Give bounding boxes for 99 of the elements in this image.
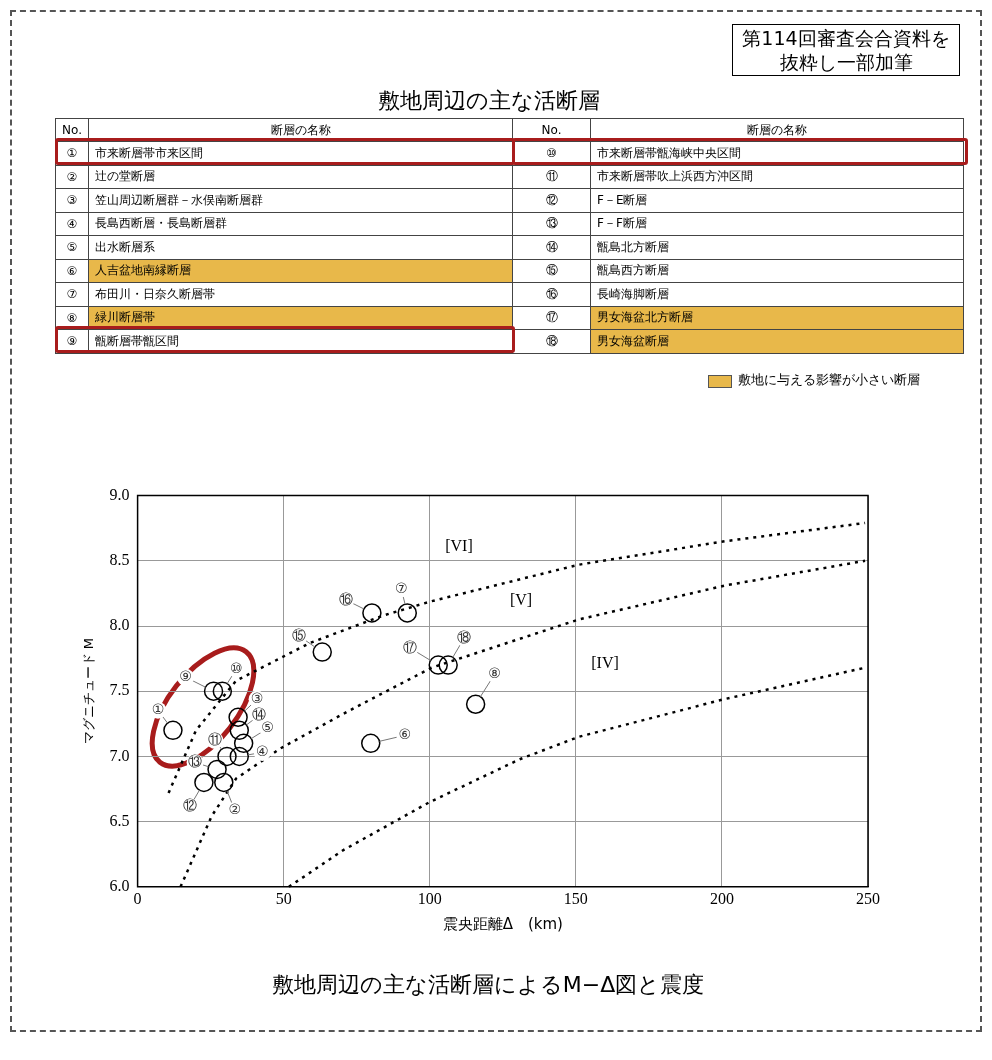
category-label: 笠山周辺断層群－水俣南断層群 [88, 188, 513, 212]
text: ⑦ [66, 287, 78, 302]
text: ② [66, 169, 78, 184]
point [203, 681, 224, 701]
text: ⑱ [545, 333, 558, 348]
point [397, 603, 418, 623]
point [312, 642, 332, 662]
text: ① [66, 146, 78, 161]
point [360, 733, 381, 754]
x-tick-label: 250 [856, 889, 880, 907]
x-tick-label: 200 [709, 889, 734, 907]
text: ⑩ [546, 146, 557, 161]
x-tick-label: 0 [133, 889, 142, 907]
data-label: ⑧ [488, 664, 501, 681]
data-label: ⑰ [403, 638, 418, 655]
text: 断層の名称 [88, 118, 513, 142]
point [212, 681, 233, 701]
y-axis-title: マグニチュード M [81, 638, 97, 745]
data-label: ① [151, 700, 165, 717]
data-label: ④ [255, 743, 269, 760]
category-label: 甑断層帯甑区間 [88, 329, 513, 353]
text: ⑰ [545, 310, 558, 325]
text: ⑬ [545, 216, 558, 231]
y-tick-label: 8.0 [109, 616, 130, 634]
category-label: 市来断層帯吹上浜西方沖区間 [590, 165, 964, 189]
text: ⑪ [545, 169, 558, 184]
text: ⑮ [545, 263, 558, 278]
x-tick-label: 100 [417, 889, 442, 907]
text: ⑥ [66, 263, 78, 278]
data-label: ⑩ [230, 659, 243, 676]
data-label: ⑭ [252, 705, 267, 722]
point [207, 759, 227, 780]
y-tick-label: 6.0 [109, 877, 130, 894]
point [217, 746, 237, 767]
text: 断層の名称 [747, 122, 807, 137]
data-label: ② [228, 801, 242, 818]
category-label: 出水断層系 [88, 235, 513, 259]
text: 敷地に与える影響が小さい断層 [738, 371, 920, 389]
point [428, 655, 448, 675]
category-label: 長崎海脚断層 [590, 282, 964, 306]
point [438, 655, 458, 675]
data-label: ⑬ [188, 753, 203, 770]
text: ⑧ [66, 310, 78, 325]
point [233, 733, 254, 754]
text: 敷地周辺の主な活断層によるM−Δ図と震度 [78, 970, 898, 1000]
text: No. [62, 123, 82, 137]
category-label: 市来断層帯市来区間 [88, 141, 513, 165]
y-tick-label: 9.0 [109, 485, 130, 503]
data-label: ⑪ [208, 731, 222, 748]
data-label: ⑱ [457, 628, 472, 645]
category-label: 甑島北方断層 [590, 235, 964, 259]
text: ④ [66, 216, 78, 231]
category-label: 布田川・日奈久断層帯 [88, 282, 513, 306]
text: ⑤ [66, 240, 78, 255]
point [228, 707, 248, 728]
point [194, 772, 214, 793]
point [362, 603, 382, 623]
x-tick-label: 50 [275, 889, 292, 907]
text: ③ [66, 193, 78, 208]
point [229, 746, 250, 767]
category-label: 緑川断層帯 [88, 306, 513, 330]
data-label: ⑮ [292, 626, 307, 643]
annotation: [VI] [445, 536, 473, 554]
text: ⑫ [545, 192, 558, 207]
data-label: ⑥ [398, 726, 412, 742]
category-label: 市来断層帯甑海峡中央区間 [590, 141, 964, 165]
category-label: F－F断層 [590, 212, 964, 236]
text: ⑨ [66, 334, 78, 349]
text: 敷地周辺の主な活断層 [378, 87, 600, 115]
category-label: 長島西断層・長島断層群 [88, 212, 513, 236]
point [229, 720, 250, 741]
data-label: ⑤ [261, 719, 274, 735]
text: ⑭ [545, 239, 558, 254]
point [163, 720, 183, 741]
category-label: 人吉盆地南縁断層 [88, 259, 513, 283]
category-label: 甑島西方断層 [590, 259, 964, 283]
point [465, 694, 486, 714]
y-tick-label: 6.5 [109, 811, 130, 829]
annotation: [V] [509, 591, 533, 609]
category-label: 男女海盆断層 [590, 329, 964, 353]
point [214, 772, 234, 793]
y-tick-label: 7.0 [109, 746, 130, 764]
data-label: ⑨ [179, 667, 192, 684]
data-label: ③ [250, 689, 264, 706]
text: ⑯ [545, 286, 558, 301]
annotation: [IV] [591, 654, 619, 672]
line-series [167, 521, 867, 795]
y-tick-label: 7.5 [109, 681, 130, 699]
data-label: ⑫ [182, 797, 197, 814]
data-label: ⑦ [394, 579, 408, 596]
category-label: 男女海盆北方断層 [590, 306, 964, 330]
x-tick-label: 150 [563, 889, 588, 907]
category-label: F－E断層 [590, 188, 964, 212]
category-label: 辻の堂断層 [88, 165, 513, 189]
y-tick-label: 8.5 [109, 551, 130, 568]
text: No. [512, 118, 591, 142]
data-label: ⑯ [338, 590, 353, 607]
x-axis-title: 震央距離Δ (km) [442, 914, 563, 933]
text: 第114回審査会合資料を抜粋し一部加筆 [732, 24, 960, 76]
